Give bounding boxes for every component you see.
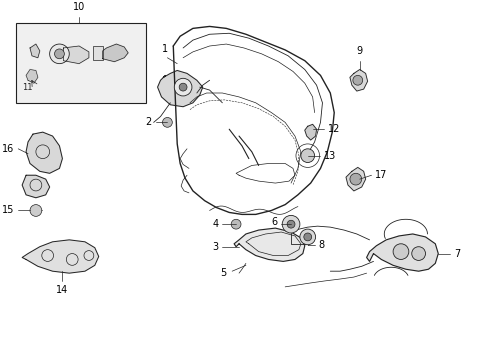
Text: 12: 12 [327, 124, 340, 134]
Text: 7: 7 [453, 248, 459, 258]
Circle shape [50, 44, 69, 64]
Polygon shape [22, 175, 50, 198]
Circle shape [179, 83, 186, 91]
Text: 2: 2 [145, 117, 151, 127]
Circle shape [299, 229, 315, 245]
Circle shape [303, 233, 311, 241]
Text: 17: 17 [375, 170, 387, 180]
Circle shape [30, 204, 41, 216]
Polygon shape [22, 240, 99, 273]
Text: 15: 15 [2, 206, 14, 216]
Circle shape [282, 215, 299, 233]
Circle shape [349, 173, 361, 185]
Polygon shape [366, 234, 437, 271]
Text: 5: 5 [220, 268, 226, 278]
Text: 10: 10 [73, 2, 85, 12]
Text: 9: 9 [356, 46, 362, 56]
Text: 6: 6 [271, 217, 277, 227]
Text: 11: 11 [22, 83, 33, 92]
Polygon shape [63, 46, 89, 64]
Bar [16, 23, 145, 103]
Polygon shape [349, 69, 367, 91]
Text: 14: 14 [56, 285, 68, 295]
Circle shape [300, 149, 314, 162]
Circle shape [55, 49, 64, 59]
Text: 13: 13 [324, 151, 336, 161]
Polygon shape [234, 228, 304, 261]
Polygon shape [26, 69, 38, 83]
Circle shape [352, 75, 362, 85]
Polygon shape [30, 44, 40, 58]
Polygon shape [157, 71, 203, 107]
Text: 4: 4 [212, 219, 218, 229]
Text: 16: 16 [2, 144, 14, 154]
Polygon shape [304, 124, 316, 140]
Polygon shape [346, 167, 365, 191]
Bar [93, 46, 102, 60]
Text: 1: 1 [162, 44, 168, 54]
Circle shape [411, 247, 425, 260]
Circle shape [174, 78, 192, 96]
Text: 8: 8 [318, 240, 324, 250]
Text: 3: 3 [212, 242, 218, 252]
Polygon shape [26, 132, 62, 173]
Circle shape [162, 117, 172, 127]
Circle shape [286, 220, 294, 228]
Polygon shape [102, 44, 128, 62]
Circle shape [392, 244, 408, 260]
Circle shape [231, 219, 241, 229]
